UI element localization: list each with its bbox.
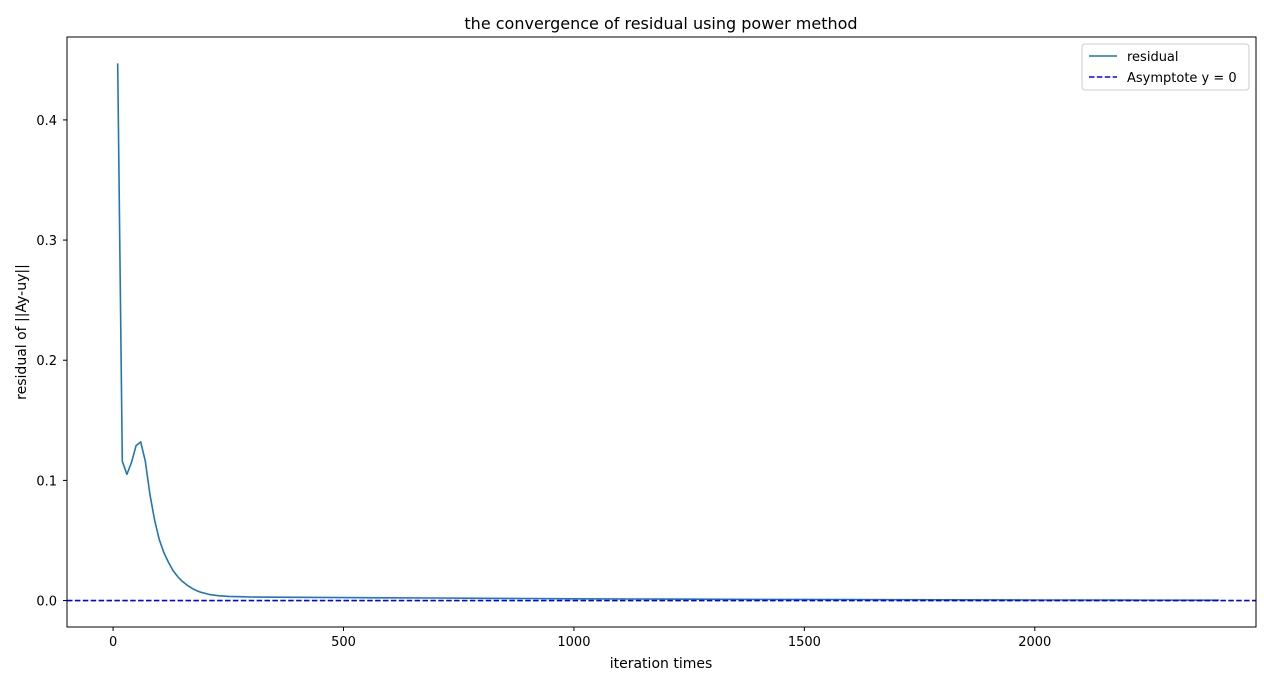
y-axis-ticks: 0.0 0.1 0.2 0.3 0.4 — [36, 114, 67, 610]
x-axis-label: iteration times — [610, 656, 713, 672]
y-tick-label: 0.4 — [36, 114, 57, 129]
residual-line — [116, 63, 1220, 602]
legend-box — [1081, 43, 1250, 91]
plot-area — [67, 63, 1256, 602]
chart-title: the convergence of residual using power … — [464, 14, 857, 33]
legend: residual Asymptote y = 0 — [1081, 43, 1250, 91]
y-tick-label: 0.2 — [36, 354, 57, 369]
x-tick-label: 1500 — [788, 635, 821, 650]
legend-label-asymptote: Asymptote y = 0 — [1127, 71, 1237, 86]
y-axis-label: residual of ||Ay-uy|| — [14, 264, 30, 400]
axes-frame — [66, 36, 1257, 628]
legend-label-residual: residual — [1127, 50, 1179, 65]
x-tick-label: 500 — [331, 635, 356, 650]
y-tick-label: 0.3 — [36, 234, 57, 249]
y-tick-label: 0.1 — [36, 474, 57, 489]
x-tick-label: 2000 — [1018, 635, 1051, 650]
y-tick-label: 0.0 — [36, 595, 57, 610]
x-tick-label: 1000 — [557, 635, 590, 650]
x-axis-ticks: 0 500 1000 1500 2000 — [109, 627, 1051, 650]
x-tick-label: 0 — [109, 635, 117, 650]
